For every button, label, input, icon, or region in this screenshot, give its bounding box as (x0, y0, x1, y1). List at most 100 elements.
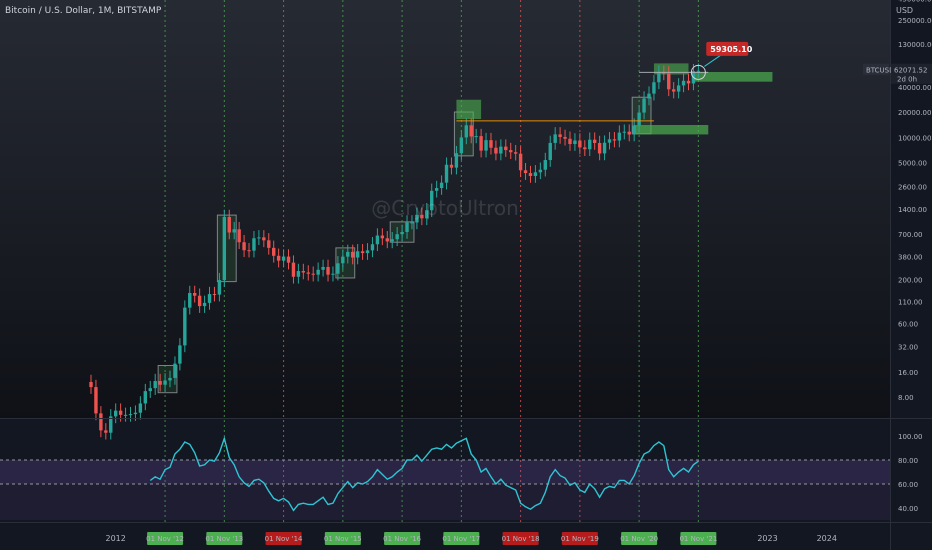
price-tick-label: 1400.00 (898, 206, 927, 214)
candle-2019-07 (558, 127, 562, 144)
last-price-tag-bg (891, 63, 932, 84)
candle-2019-05 (548, 135, 552, 167)
candle-2016-11 (400, 224, 404, 242)
time-axis[interactable]: 2012 2023 2024 01 Nov '12 01 Nov '13 01 Nov '… (106, 532, 837, 545)
candle-2014-08 (267, 233, 271, 255)
candle-2019-10 (573, 133, 577, 151)
candle-2018-10 (513, 144, 518, 161)
candle-2013-07 (202, 295, 207, 313)
price-tick-label: 200.00 (898, 277, 923, 285)
oscillator-lower-fill (0, 484, 890, 520)
candle-2012-06 (138, 396, 143, 420)
candle-2012-12 (168, 370, 172, 388)
candle-2012-04 (128, 406, 133, 422)
candle-2012-11 (163, 373, 167, 392)
candlestick-series (89, 63, 701, 440)
candle-2017-09 (449, 157, 454, 175)
price-tick-label: 450000.00 (898, 0, 932, 4)
candle-2012-09 (153, 373, 157, 395)
candle-2012-01 (113, 403, 118, 424)
candle-2019-09 (568, 131, 572, 151)
candle-2018-05 (489, 132, 493, 155)
candle-2016-02 (355, 244, 360, 265)
time-marker-bg (384, 532, 421, 545)
candle-2014-02 (237, 222, 241, 250)
time-marker-label: 01 Nov '15 (324, 535, 362, 543)
candle-2021-06 (671, 82, 676, 99)
candle-2015-04 (306, 265, 310, 281)
candle-2015-02 (296, 263, 301, 284)
candle-2016-03 (360, 244, 365, 260)
candle-2011-12 (109, 409, 113, 440)
oscillator-tick-label: 100.00 (898, 433, 923, 441)
candle-2015-08 (326, 259, 330, 282)
price-tick-label: 110.00 (898, 299, 923, 307)
candle-2014-11 (281, 249, 286, 268)
candle-2011-08 (89, 374, 93, 394)
candle-2014-03 (242, 235, 246, 257)
candle-2014-05 (252, 231, 256, 258)
price-tick-label: 130000.00 (898, 41, 932, 49)
candle-2016-12 (405, 215, 409, 239)
candle-2014-12 (286, 249, 291, 270)
candle-2021-01 (647, 86, 651, 106)
oscillator-tick-label: 40.00 (898, 505, 918, 513)
candle-2014-06 (257, 230, 261, 246)
time-marker-label: 01 Nov '14 (265, 535, 303, 543)
last-price-value: 62071.52 (894, 67, 927, 75)
candle-2015-07 (321, 259, 325, 277)
oscillator-pane[interactable] (0, 418, 890, 522)
candle-countdown: 2d 0h (897, 76, 917, 84)
candle-2017-04 (425, 203, 429, 226)
price-tick-label: 380.00 (898, 253, 923, 261)
candle-2020-01 (588, 132, 592, 157)
price-tick-label: 60.00 (898, 321, 918, 329)
candle-2017-07 (439, 175, 444, 195)
candle-2020-05 (607, 132, 612, 150)
candle-2011-11 (104, 423, 108, 440)
time-marker-label: 01 Nov '21 (679, 535, 717, 543)
candle-2013-01 (173, 356, 177, 385)
time-marker-bg (502, 532, 539, 545)
time-marker-bg (147, 532, 184, 545)
candle-2018-04 (484, 132, 488, 158)
candle-2013-03 (183, 300, 187, 353)
time-marker-bg (443, 532, 480, 545)
candle-2017-12 (464, 118, 468, 145)
candle-2020-10 (632, 118, 636, 142)
price-tick-label: 16.00 (898, 369, 918, 377)
candle-2021-07 (676, 78, 681, 99)
candle-2018-08 (504, 139, 508, 157)
candle-2017-03 (420, 207, 424, 226)
candle-2018-02 (474, 128, 478, 144)
price-tick-label: 250000.00 (898, 17, 932, 25)
candle-2015-06 (316, 262, 320, 282)
candle-2014-07 (262, 230, 266, 248)
candle-2015-05 (311, 266, 315, 282)
oscillator-axis[interactable]: 100.00 80.00 60.00 40.00 (898, 433, 923, 513)
candle-2020-06 (612, 132, 617, 148)
candle-2011-09 (94, 379, 98, 421)
symbol-title[interactable]: Bitcoin / U.S. Dollar, 1M, BITSTAMP (5, 6, 162, 16)
resistance-zone-2021 (653, 63, 689, 75)
highlight-box-1 (157, 364, 178, 394)
candle-2018-07 (499, 139, 503, 161)
candle-2018-11 (518, 146, 523, 178)
price-pane[interactable] (0, 0, 890, 418)
candle-2019-06 (553, 127, 557, 150)
oscillator-tick-label: 80.00 (898, 457, 918, 465)
candle-2019-08 (563, 129, 567, 146)
oscillator-line (149, 435, 699, 512)
candle-2018-03 (479, 128, 483, 158)
candle-2018-12 (523, 163, 528, 180)
candle-2014-10 (276, 248, 281, 268)
price-axis[interactable]: 450000.00 250000.00 130000.00 40000.00 20000… (898, 0, 932, 402)
time-marker-label: 01 Nov '17 (442, 535, 480, 543)
candle-2013-08 (207, 286, 212, 310)
candle-2015-12 (346, 244, 350, 264)
candle-2016-01 (351, 244, 355, 265)
candle-2012-10 (158, 373, 162, 392)
